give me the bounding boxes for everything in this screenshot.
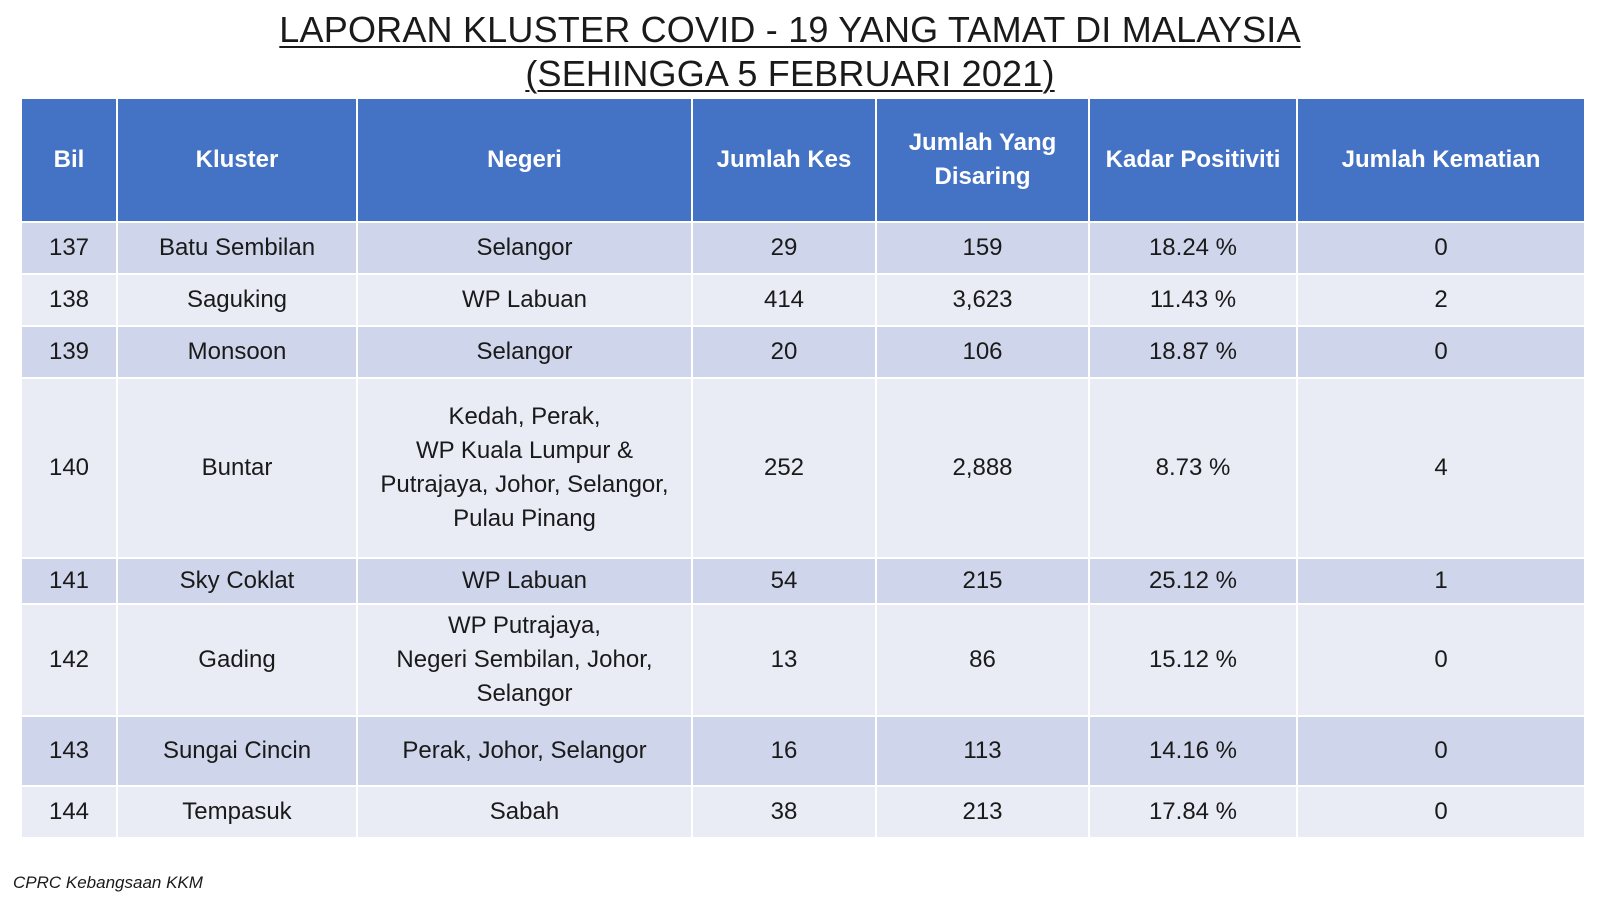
table-row: 142 Gading WP Putrajaya, Negeri Sembilan, J… bbox=[20, 603, 1586, 717]
cell-negeri: Perak, Johor, Selangor bbox=[356, 715, 693, 787]
cell-negeri: Selangor bbox=[356, 221, 693, 275]
cell-negeri-line: Kedah, Perak, bbox=[448, 403, 601, 430]
cell-kluster: Gading bbox=[116, 603, 358, 717]
cell-negeri: Kedah, Perak, WP Kuala Lumpur & Putrajaya,… bbox=[356, 377, 693, 559]
cell-bil: 140 bbox=[20, 377, 118, 559]
cell-bil: 137 bbox=[20, 221, 118, 275]
cell-kluster: Buntar bbox=[116, 377, 358, 559]
table-row: 139 Monsoon Selangor 20 106 18.87 % 0 bbox=[20, 325, 1586, 379]
cell-negeri-line: Pulau Pinang bbox=[453, 505, 596, 532]
cell-negeri: Selangor bbox=[356, 325, 693, 379]
cell-jumlah-kematian: 1 bbox=[1296, 557, 1586, 605]
cell-jumlah-kes: 414 bbox=[691, 273, 877, 327]
source-note: CPRC Kebangsaan KKM bbox=[13, 873, 203, 892]
header-kadar-positiviti: Kadar Positiviti bbox=[1088, 97, 1298, 223]
cell-jumlah-kes: 54 bbox=[691, 557, 877, 605]
header-jumlah-kematian: Jumlah Kematian bbox=[1296, 97, 1586, 223]
header-jumlah-disaring: Jumlah Yang Disaring bbox=[875, 97, 1090, 223]
table-row: 138 Saguking WP Labuan 414 3,623 11.43 % 2 bbox=[20, 273, 1586, 327]
cell-kluster: Monsoon bbox=[116, 325, 358, 379]
cell-kluster: Sky Coklat bbox=[116, 557, 358, 605]
cell-jumlah-kes: 16 bbox=[691, 715, 877, 787]
cell-jumlah-disaring: 215 bbox=[875, 557, 1090, 605]
table-row: 144 Tempasuk Sabah 38 213 17.84 % 0 bbox=[20, 785, 1586, 839]
cell-negeri-line: Negeri Sembilan, Johor, bbox=[396, 646, 653, 673]
cell-kluster: Sungai Cincin bbox=[116, 715, 358, 787]
cell-negeri: WP Putrajaya, Negeri Sembilan, Johor, Sela… bbox=[356, 603, 693, 717]
cell-jumlah-kematian: 0 bbox=[1296, 785, 1586, 839]
cell-negeri: WP Labuan bbox=[356, 557, 693, 605]
cell-jumlah-kes: 38 bbox=[691, 785, 877, 839]
cell-kadar-positiviti: 14.16 % bbox=[1088, 715, 1298, 787]
cell-negeri-line: WP Kuala Lumpur & bbox=[416, 437, 633, 464]
cell-jumlah-kes: 252 bbox=[691, 377, 877, 559]
header-jumlah-disaring-line-1: Jumlah Yang bbox=[908, 129, 1057, 156]
cell-bil: 143 bbox=[20, 715, 118, 787]
table-row: 141 Sky Coklat WP Labuan 54 215 25.12 % 1 bbox=[20, 557, 1586, 605]
cell-jumlah-kematian: 0 bbox=[1296, 603, 1586, 717]
cell-kadar-positiviti: 15.12 % bbox=[1088, 603, 1298, 717]
cell-negeri-line: Selangor bbox=[476, 234, 573, 261]
cell-kadar-positiviti: 25.12 % bbox=[1088, 557, 1298, 605]
cell-bil: 142 bbox=[20, 603, 118, 717]
table-row: 143 Sungai Cincin Perak, Johor, Selangor 16… bbox=[20, 715, 1586, 787]
cell-jumlah-disaring: 3,623 bbox=[875, 273, 1090, 327]
cell-kluster: Saguking bbox=[116, 273, 358, 327]
cell-negeri-line: Selangor bbox=[476, 338, 573, 365]
cell-jumlah-kes: 20 bbox=[691, 325, 877, 379]
header-jumlah-kes: Jumlah Kes bbox=[691, 97, 877, 223]
cell-kluster: Batu Sembilan bbox=[116, 221, 358, 275]
cell-jumlah-disaring: 86 bbox=[875, 603, 1090, 717]
header-kluster: Kluster bbox=[116, 97, 358, 223]
header-row: Bil Kluster Negeri Jumlah Kes Jumlah Yan… bbox=[20, 97, 1586, 223]
header-jumlah-disaring-line-2: Disaring bbox=[934, 163, 1031, 190]
cell-jumlah-kematian: 0 bbox=[1296, 325, 1586, 379]
cell-kluster: Tempasuk bbox=[116, 785, 358, 839]
table-body: 137 Batu Sembilan Selangor 29 159 18.24 % 0 138… bbox=[20, 221, 1586, 839]
cell-kadar-positiviti: 8.73 % bbox=[1088, 377, 1298, 559]
table-header: Bil Kluster Negeri Jumlah Kes Jumlah Yan… bbox=[20, 97, 1586, 223]
cell-bil: 139 bbox=[20, 325, 118, 379]
cell-jumlah-kematian: 4 bbox=[1296, 377, 1586, 559]
cell-kadar-positiviti: 18.24 % bbox=[1088, 221, 1298, 275]
cell-negeri: Sabah bbox=[356, 785, 693, 839]
cell-negeri-line: Perak, Johor, Selangor bbox=[402, 737, 647, 764]
cell-negeri-line: WP Putrajaya, bbox=[448, 612, 601, 639]
cell-jumlah-kematian: 0 bbox=[1296, 221, 1586, 275]
cell-jumlah-disaring: 2,888 bbox=[875, 377, 1090, 559]
page-title: LAPORAN KLUSTER COVID - 19 YANG TAMAT DI… bbox=[0, 8, 1580, 96]
cell-jumlah-disaring: 159 bbox=[875, 221, 1090, 275]
cell-bil: 144 bbox=[20, 785, 118, 839]
table-row: 137 Batu Sembilan Selangor 29 159 18.24 % 0 bbox=[20, 221, 1586, 275]
table-row: 140 Buntar Kedah, Perak, WP Kuala Lumpur & P… bbox=[20, 377, 1586, 559]
cell-jumlah-disaring: 213 bbox=[875, 785, 1090, 839]
cell-kadar-positiviti: 17.84 % bbox=[1088, 785, 1298, 839]
cell-negeri: WP Labuan bbox=[356, 273, 693, 327]
cell-negeri-line: Putrajaya, Johor, Selangor, bbox=[380, 471, 669, 498]
cell-jumlah-disaring: 113 bbox=[875, 715, 1090, 787]
cell-jumlah-kes: 29 bbox=[691, 221, 877, 275]
cell-jumlah-kes: 13 bbox=[691, 603, 877, 717]
header-negeri: Negeri bbox=[356, 97, 693, 223]
title-line-2: (SEHINGGA 5 FEBRUARI 2021) bbox=[525, 53, 1055, 94]
cell-kadar-positiviti: 11.43 % bbox=[1088, 273, 1298, 327]
cell-bil: 138 bbox=[20, 273, 118, 327]
cell-kadar-positiviti: 18.87 % bbox=[1088, 325, 1298, 379]
cell-negeri-line: Selangor bbox=[476, 680, 573, 707]
cell-negeri-line: WP Labuan bbox=[462, 286, 587, 313]
header-bil: Bil bbox=[20, 97, 118, 223]
cell-bil: 141 bbox=[20, 557, 118, 605]
cell-jumlah-kematian: 2 bbox=[1296, 273, 1586, 327]
cluster-table: Bil Kluster Negeri Jumlah Kes Jumlah Yan… bbox=[20, 97, 1586, 839]
cell-jumlah-disaring: 106 bbox=[875, 325, 1090, 379]
cell-negeri-line: Sabah bbox=[489, 798, 560, 825]
title-line-1: LAPORAN KLUSTER COVID - 19 YANG TAMAT DI… bbox=[279, 9, 1301, 50]
cell-jumlah-kematian: 0 bbox=[1296, 715, 1586, 787]
cell-negeri-line: WP Labuan bbox=[462, 567, 587, 594]
